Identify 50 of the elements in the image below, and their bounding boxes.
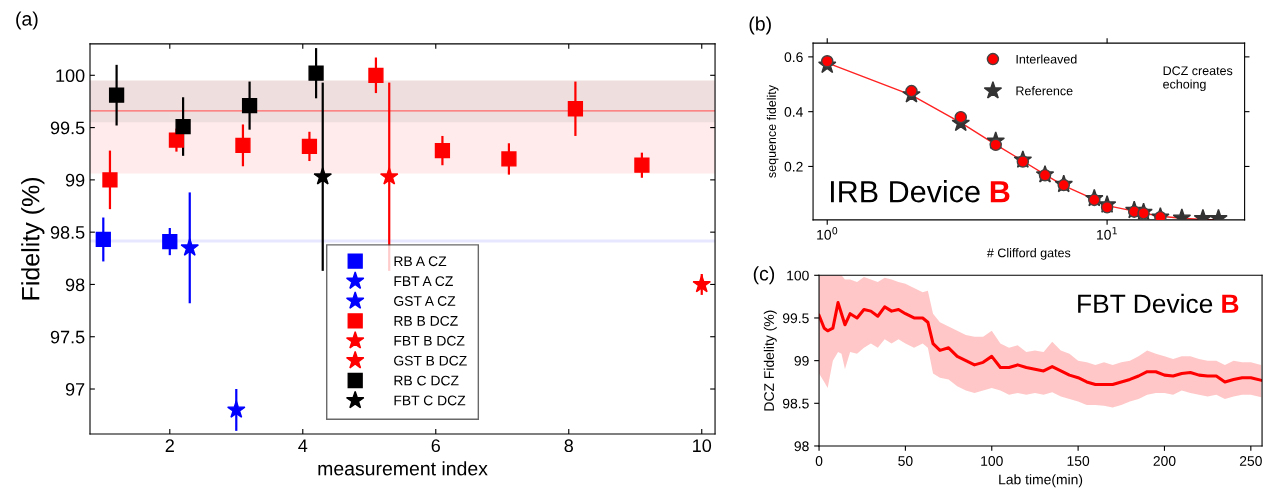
y-tick-label: 97 <box>65 382 85 396</box>
y-axis-title: Fidelity (%) <box>21 178 45 300</box>
x-tick-label: 2 <box>165 439 174 452</box>
legend-label: RB C DCZ <box>394 375 459 386</box>
legend-label: FBT B DCZ <box>394 335 465 346</box>
chart-title: (a) <box>16 11 38 30</box>
annotation: DCZ creates echoing <box>1163 66 1233 92</box>
x-tick-label: 10$^{0}$ <box>817 227 838 240</box>
x-tick-label: 10$^{1}$ <box>1097 227 1117 240</box>
chart-title: (b) <box>749 16 771 35</box>
x-axis-title: measurement index <box>318 461 488 476</box>
x-tick-label: 100 <box>981 456 1003 466</box>
x-tick-label: 50 <box>898 456 913 466</box>
legend-label: RB B DCZ <box>394 315 458 326</box>
x-tick-label: 10 <box>693 439 712 453</box>
y-tick-label: 98 <box>794 441 809 452</box>
y-tick-label: 100 <box>787 270 809 281</box>
chart-title: (c) <box>753 266 775 285</box>
y-tick-label: 0.6 <box>784 52 803 63</box>
y-axis-title: DCZ Fidelity (%) <box>763 310 777 411</box>
legend-label: Interleaved <box>1016 54 1077 64</box>
y-tick-label: 99.5 <box>50 121 85 135</box>
legend-label: GST B DCZ <box>394 355 467 366</box>
x-tick-label: 150 <box>1067 456 1090 466</box>
x-tick-label: 6 <box>431 439 440 453</box>
legend-label: RB A CZ <box>394 256 447 267</box>
y-tick-label: 97.5 <box>50 330 85 344</box>
y-tick-label: 99 <box>65 173 85 187</box>
x-tick-label: 200 <box>1153 456 1176 466</box>
x-axis-title: Lab time(min) <box>999 474 1083 488</box>
y-axis-title: sequence fidelity <box>766 84 779 178</box>
y-tick-label: 98.5 <box>50 226 85 239</box>
annotation: FBT Device B <box>1078 293 1239 314</box>
y-tick-label: 98 <box>65 278 85 292</box>
y-tick-label: 100 <box>56 69 85 83</box>
legend-label: FBT C DCZ <box>394 395 466 406</box>
legend-label: Reference <box>1016 86 1073 96</box>
y-tick-label: 99.5 <box>782 313 809 324</box>
y-tick-label: 99 <box>794 355 809 366</box>
x-tick-label: 250 <box>1239 456 1262 466</box>
y-tick-label: 0.2 <box>784 161 803 172</box>
x-axis-title: # Clifford gates <box>986 248 1071 260</box>
y-tick-label: 98.5 <box>782 398 809 409</box>
x-tick-label: 4 <box>298 439 308 452</box>
y-tick-label: 0.4 <box>784 107 803 117</box>
legend-label: FBT A CZ <box>394 276 453 287</box>
x-tick-label: 0 <box>815 456 823 466</box>
x-tick-label: 8 <box>564 439 573 453</box>
annotation: IRB Device B <box>830 180 1010 203</box>
legend-label: GST A CZ <box>394 296 456 306</box>
